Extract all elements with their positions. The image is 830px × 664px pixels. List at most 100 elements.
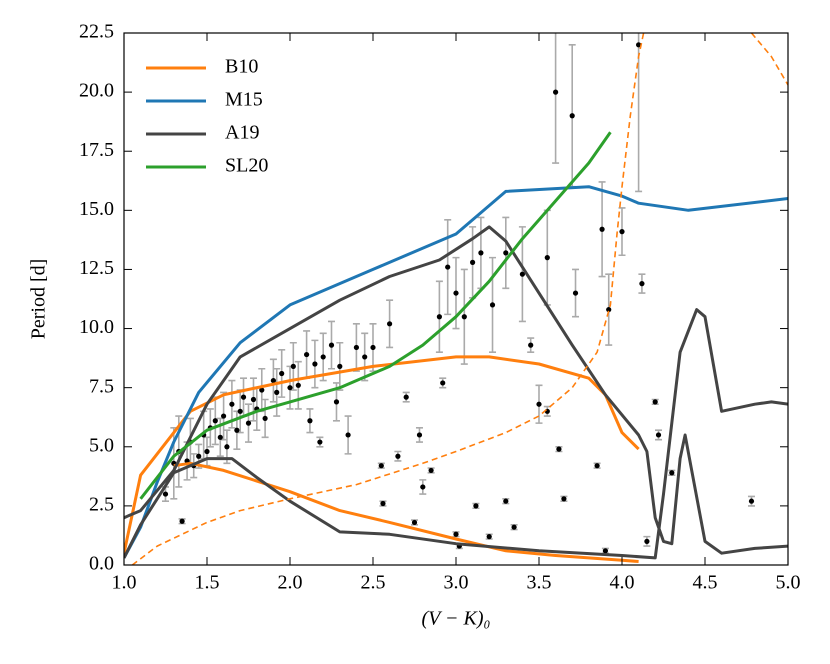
point: [179, 518, 185, 524]
point: [489, 302, 496, 308]
point: [307, 418, 313, 424]
point: [461, 314, 467, 320]
point: [237, 408, 243, 414]
point: [259, 387, 265, 393]
point: [395, 453, 401, 459]
lines: [124, 33, 788, 565]
point: [345, 432, 351, 438]
plot-frame: [123, 32, 789, 566]
x-axis-label: (V − K)₀: [422, 608, 491, 630]
point: [416, 432, 423, 438]
point: [594, 463, 600, 469]
legend-label: B10: [225, 56, 258, 78]
point: [221, 413, 227, 419]
point: [636, 42, 642, 48]
point: [403, 394, 409, 400]
series-line: [139, 131, 612, 500]
point: [317, 439, 323, 445]
points: [162, 42, 755, 554]
point: [378, 463, 384, 469]
point: [245, 420, 252, 426]
point: [320, 354, 326, 360]
point: [473, 503, 479, 509]
y-tick-label: 22.5: [79, 21, 114, 43]
point: [669, 470, 675, 476]
x-tick-label: 3.5: [527, 572, 552, 594]
point: [544, 255, 550, 261]
point: [362, 354, 368, 360]
legend-label: A19: [225, 122, 259, 144]
point: [470, 259, 476, 265]
point: [333, 399, 340, 405]
point: [290, 363, 296, 369]
point: [440, 380, 446, 386]
point: [328, 342, 335, 348]
y-tick-label: 10.0: [79, 316, 114, 338]
legend: B10 M15 A19 SL20: [146, 56, 268, 177]
point: [387, 321, 393, 327]
point: [561, 496, 567, 502]
point: [536, 401, 542, 407]
point: [453, 290, 459, 296]
point: [411, 519, 418, 526]
legend-label: SL20: [225, 155, 268, 177]
point: [655, 432, 662, 438]
point: [652, 399, 658, 405]
point: [337, 363, 343, 369]
y-tick-label: 0.0: [89, 553, 114, 575]
point: [511, 524, 517, 530]
point: [553, 89, 559, 95]
x-tick-label: 2.0: [278, 572, 303, 594]
point: [569, 113, 575, 119]
point: [428, 467, 434, 474]
y-tick-label: 5.0: [89, 434, 114, 456]
point: [262, 415, 268, 422]
point: [196, 453, 202, 459]
legend-label: M15: [225, 89, 263, 111]
x-tick-label: 4.5: [693, 572, 718, 594]
point: [279, 370, 285, 377]
y-tick-label: 15.0: [79, 198, 114, 220]
point: [312, 361, 318, 367]
point: [240, 394, 247, 400]
point: [212, 418, 218, 424]
point: [274, 389, 280, 395]
series-line: [131, 33, 788, 565]
x-tick-label: 3.0: [444, 572, 469, 594]
x-tick-label: 4.0: [610, 572, 635, 594]
point: [162, 491, 169, 497]
point: [436, 314, 442, 320]
y-tick-label: 2.5: [89, 493, 114, 515]
point: [486, 534, 492, 540]
point: [644, 538, 650, 544]
point: [234, 427, 240, 433]
point: [606, 307, 612, 313]
point: [204, 448, 210, 455]
point: [353, 344, 359, 351]
point: [748, 498, 755, 504]
point: [503, 250, 509, 256]
point: [295, 382, 301, 388]
point: [420, 484, 426, 490]
point: [572, 290, 579, 296]
point: [619, 229, 625, 235]
y-axis-label: Period [d]: [28, 259, 50, 340]
point: [503, 498, 509, 504]
point: [224, 444, 230, 450]
point: [270, 377, 276, 384]
x-tick-label: 1.0: [112, 572, 137, 594]
point: [453, 531, 459, 537]
point: [478, 250, 484, 256]
series-line: [124, 225, 788, 560]
point: [287, 385, 293, 391]
point: [217, 434, 223, 440]
point: [250, 396, 257, 403]
x-tick-label: 2.5: [361, 572, 386, 594]
point: [445, 264, 451, 270]
point: [380, 500, 386, 507]
y-tick-label: 12.5: [79, 257, 114, 279]
point: [370, 344, 376, 351]
x-tick-label: 1.5: [195, 572, 220, 594]
y-tick-label: 7.5: [89, 375, 114, 397]
